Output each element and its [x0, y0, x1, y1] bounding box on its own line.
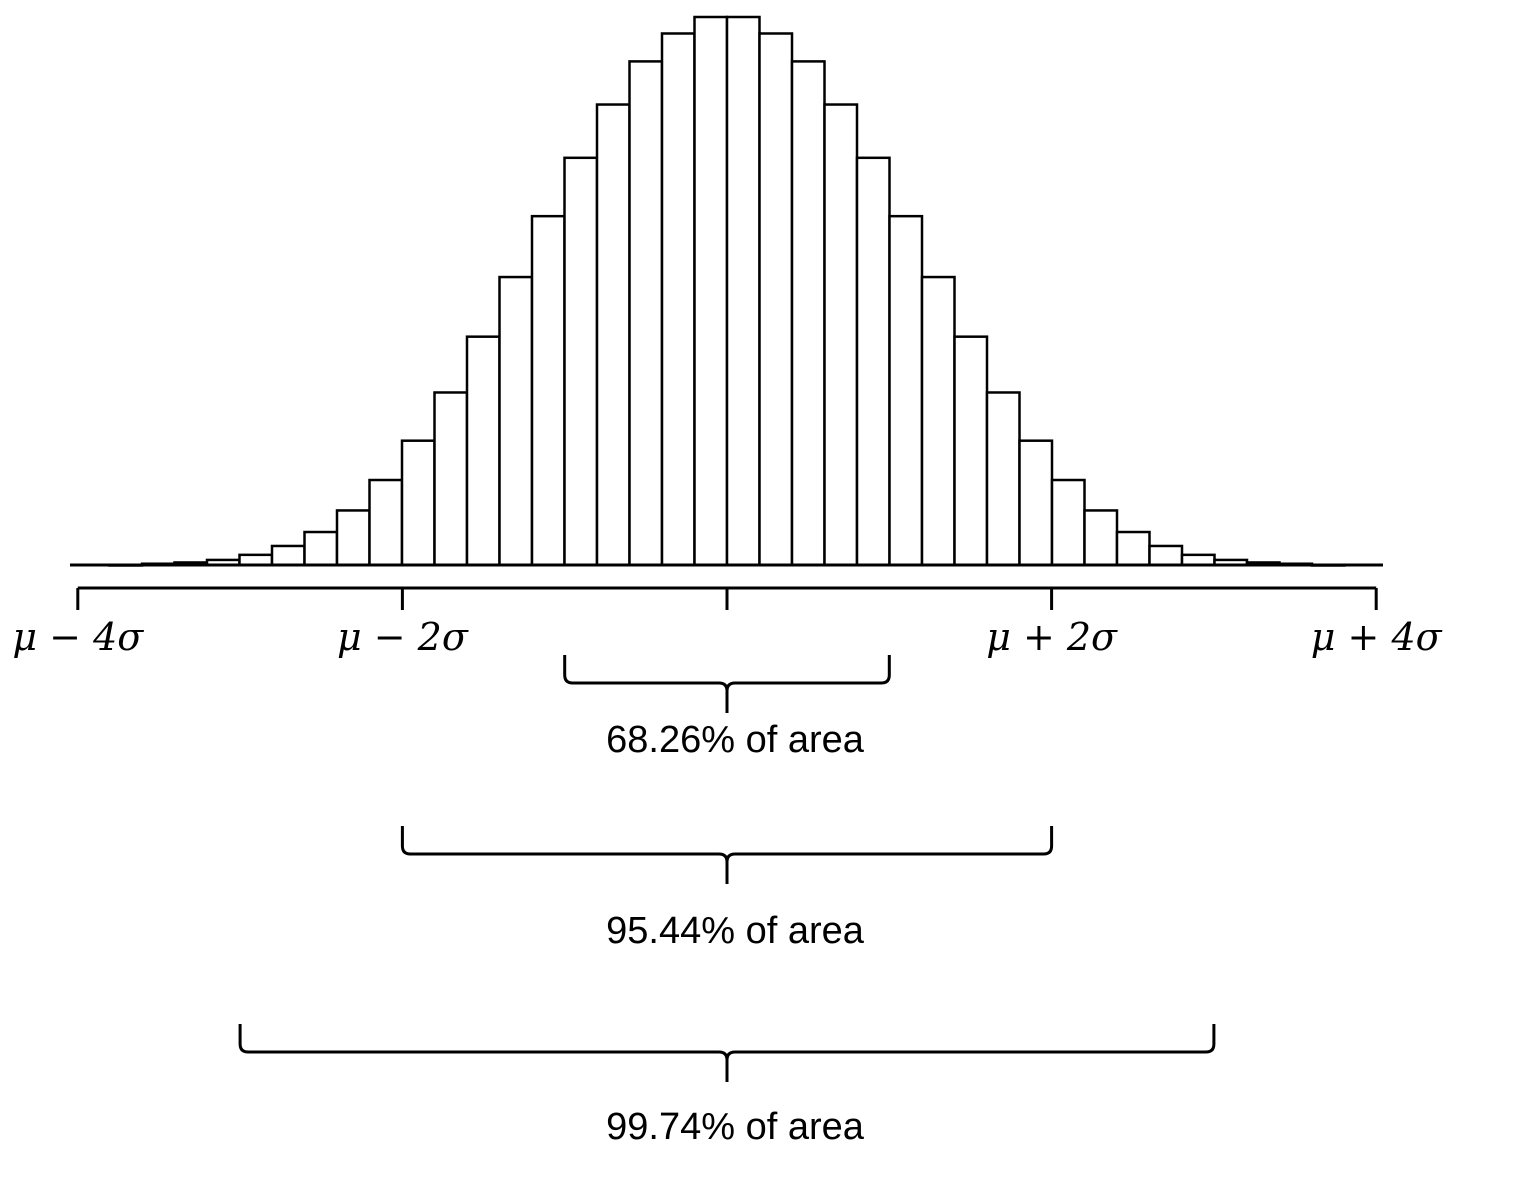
x-tick-label: μ + 2σ — [986, 615, 1118, 659]
area-label: 68.26% of area — [606, 719, 865, 761]
histogram-bar — [303, 530, 339, 567]
histogram-bar — [1180, 553, 1216, 567]
histogram-bar — [595, 103, 631, 567]
histogram-bar — [953, 335, 989, 567]
histogram-bar — [628, 60, 664, 567]
histogram-bar — [660, 32, 696, 567]
histogram-bars — [108, 15, 1346, 567]
x-tick-label: μ + 4σ — [1311, 615, 1443, 659]
histogram-bar — [563, 156, 599, 567]
x-axis: μ − 4σ μ − 2σ μ + 2σ μ + 4σ — [12, 586, 1443, 659]
histogram-bar — [465, 335, 501, 567]
histogram-bar — [758, 32, 794, 567]
area-label: 95.44% of area — [606, 910, 865, 952]
histogram-bar — [1050, 478, 1086, 567]
histogram-bar — [400, 439, 436, 567]
area-brace — [238, 1024, 1216, 1082]
area-annotations: 68.26% of area 95.44% of area 99.74% of ar… — [238, 655, 1216, 1148]
area-brace — [400, 826, 1054, 884]
histogram-bar — [888, 214, 924, 567]
histogram-bar — [498, 275, 534, 567]
area-brace — [563, 655, 891, 713]
histogram-bar — [1018, 439, 1054, 567]
histogram-bar — [1115, 530, 1151, 567]
histogram-bar — [823, 103, 859, 567]
x-tick-label: μ − 4σ — [12, 615, 144, 659]
x-tick-label: μ − 2σ — [337, 615, 469, 659]
histogram-bar — [530, 214, 566, 567]
area-label: 99.74% of area — [606, 1106, 865, 1148]
histogram-bar — [985, 391, 1021, 567]
histogram-bar — [368, 478, 404, 567]
histogram-bar — [693, 15, 729, 567]
histogram-bar — [920, 275, 956, 567]
histogram-bar — [433, 391, 469, 567]
histogram-bar — [270, 544, 306, 567]
histogram-bar — [725, 15, 761, 567]
histogram-bar — [1148, 544, 1184, 567]
histogram-bar — [1083, 509, 1119, 567]
histogram-bar — [335, 509, 371, 567]
histogram-bar — [238, 553, 274, 567]
histogram-bar — [790, 60, 826, 567]
histogram-bar — [855, 156, 891, 567]
